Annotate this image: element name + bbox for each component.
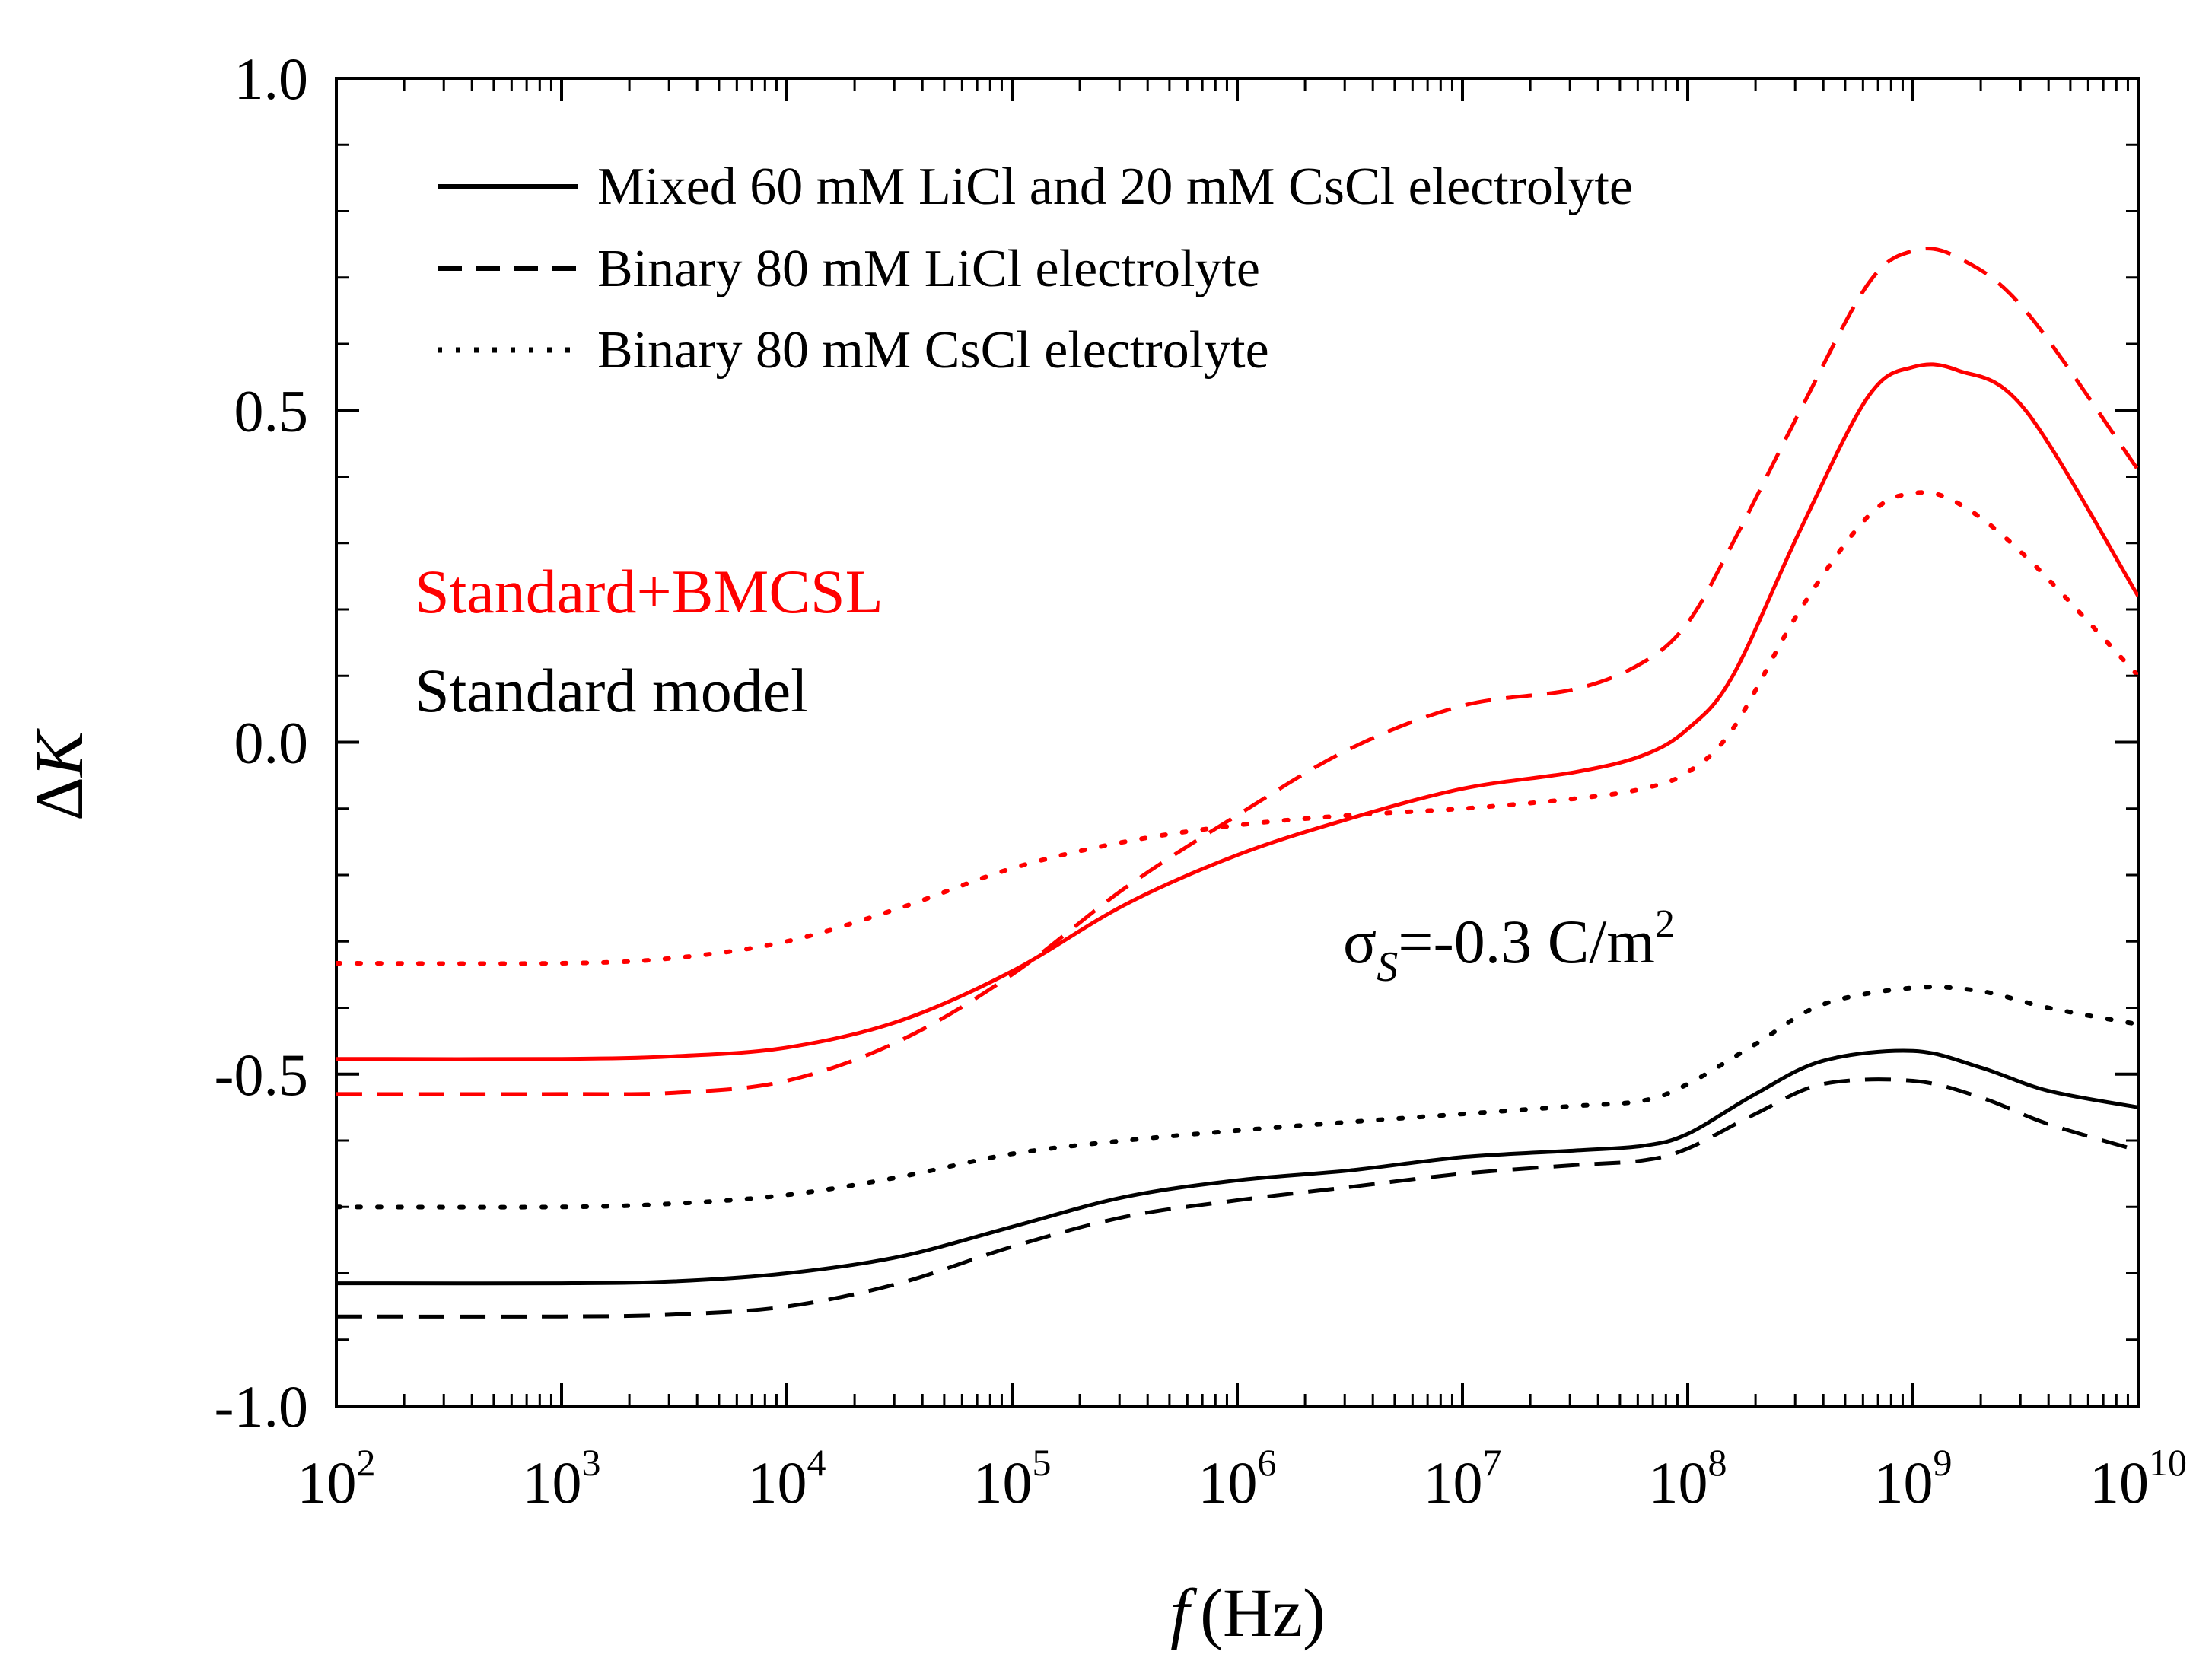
x-tick-base: 10 <box>1198 1449 1258 1516</box>
x-tick-label: 106 <box>1198 1441 1277 1516</box>
annotation-subscript: S <box>1377 943 1398 991</box>
x-tick-exponent: 6 <box>1258 1441 1277 1484</box>
x-axis-label-var: f <box>1170 1576 1198 1651</box>
x-axis-label: f (Hz) <box>1170 1576 1326 1651</box>
x-tick-base: 10 <box>1649 1449 1708 1516</box>
series-line-standard-dotted <box>336 985 2138 1210</box>
model-label-bmcsl: Standard+BMCSL <box>415 557 883 626</box>
y-axis-label-var: K <box>22 728 97 778</box>
annotation-value: =-0.3 C/m <box>1398 907 1655 976</box>
x-tick-exponent: 3 <box>582 1441 601 1484</box>
x-tick-base: 10 <box>298 1449 357 1516</box>
axis-ticks <box>335 77 2140 1408</box>
x-tick-base: 10 <box>973 1449 1033 1516</box>
x-tick-base: 10 <box>748 1449 807 1516</box>
series-line-bmcsl-dashed <box>336 247 2138 1096</box>
legend-label-cscl: Binary 80 mM CsCl electrolyte <box>597 321 1269 380</box>
x-tick-base: 10 <box>1424 1449 1483 1516</box>
x-tick-label: 103 <box>523 1441 601 1516</box>
y-tick-label: -0.5 <box>215 1042 308 1108</box>
x-tick-label: 105 <box>973 1441 1052 1516</box>
annotation-superscript: 2 <box>1655 902 1675 946</box>
x-tick-label: 104 <box>748 1441 826 1516</box>
x-axis-label-unit: (Hz) <box>1200 1576 1326 1651</box>
x-tick-base: 10 <box>1874 1449 1934 1516</box>
series-line-bmcsl-solid <box>336 362 2138 1061</box>
surface-charge-annotation: σS=-0.3 C/m2 <box>1343 902 1675 991</box>
y-tick-label: 1.0 <box>234 46 309 112</box>
legend-label-licl: Binary 80 mM LiCl electrolyte <box>597 240 1260 298</box>
x-tick-exponent: 9 <box>1934 1441 1953 1484</box>
x-tick-exponent: 5 <box>1033 1441 1052 1484</box>
axis-tick-labels: 102 103 104 105 106 107 108 109 10101.00.50.0-0.… <box>215 46 2187 1516</box>
x-tick-exponent: 10 <box>2149 1441 2187 1484</box>
annotation-sigma: σ <box>1343 907 1377 976</box>
legend-label-mixed: Mixed 60 mM LiCl and 20 mM CsCl electrol… <box>597 157 1633 216</box>
x-tick-exponent: 2 <box>357 1441 376 1484</box>
y-tick-label: -1.0 <box>215 1373 308 1440</box>
legend: Mixed 60 mM LiCl and 20 mM CsCl electrol… <box>438 157 1633 380</box>
x-tick-label: 1010 <box>2089 1441 2187 1516</box>
x-tick-base: 10 <box>2089 1449 2149 1516</box>
x-tick-base: 10 <box>523 1449 582 1516</box>
y-axis-label: ΔK <box>22 728 97 821</box>
x-tick-exponent: 4 <box>807 1441 826 1484</box>
y-tick-label: 0.0 <box>234 710 309 776</box>
x-tick-label: 109 <box>1874 1441 1953 1516</box>
y-axis-label-delta: Δ <box>22 777 97 821</box>
y-tick-label: 0.5 <box>234 377 309 444</box>
x-tick-exponent: 7 <box>1483 1441 1502 1484</box>
series-line-standard-dashed <box>336 1077 2138 1319</box>
series-layer <box>336 247 2138 1319</box>
x-tick-label: 107 <box>1424 1441 1502 1516</box>
x-tick-label: 108 <box>1649 1441 1727 1516</box>
x-tick-label: 102 <box>298 1441 376 1516</box>
series-line-standard-solid <box>336 1048 2138 1286</box>
model-label-standard: Standard model <box>415 656 808 725</box>
x-tick-exponent: 8 <box>1708 1441 1727 1484</box>
